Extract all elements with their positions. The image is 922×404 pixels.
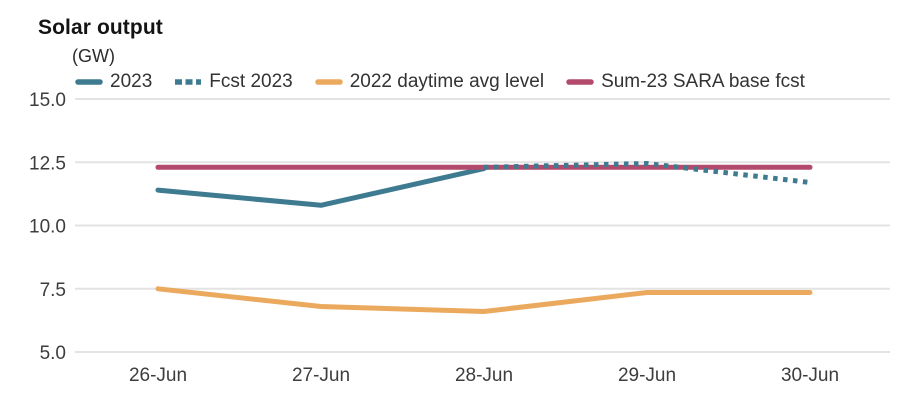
legend-label: Sum-23 SARA base fcst: [601, 71, 805, 92]
y-tick-label: 12.5: [29, 153, 66, 174]
y-tick-label: 10.0: [29, 217, 66, 238]
legend-item-3: 2022 daytime avg level: [314, 71, 545, 93]
legend-swatch: [566, 79, 594, 85]
y-tick-label: 7.5: [40, 280, 66, 301]
chart-legend: 2023 Fcst 2023 2022 daytime avg level Sum-2…: [75, 70, 805, 94]
chart-title: Solar output: [38, 16, 163, 39]
x-tick-label: 29-Jun: [618, 365, 676, 386]
x-tick-label: 28-Jun: [455, 365, 513, 386]
series-line: [155, 286, 813, 314]
series-line: [155, 166, 487, 208]
x-tick-label: 27-Jun: [292, 365, 350, 386]
legend-label: 2023: [110, 71, 153, 92]
y-tick-label: 5.0: [40, 343, 66, 364]
legend-item-1: 2023: [75, 71, 152, 93]
legend-label: Fcst 2023: [209, 71, 293, 92]
chart-unit-label: (GW): [72, 46, 115, 66]
y-tick-label: 15.0: [29, 90, 66, 111]
legend-label: 2022 daytime avg level: [349, 71, 545, 92]
legend-swatch: [75, 79, 103, 85]
legend-swatch: [314, 79, 343, 85]
legend-item-2: Fcst 2023: [174, 71, 293, 93]
legend-item-4: Sum-23 SARA base fcst: [566, 71, 805, 93]
x-tick-label: 30-Jun: [781, 365, 839, 386]
x-tick-label: 26-Jun: [129, 365, 187, 386]
legend-swatch: [175, 79, 202, 85]
series-line: [483, 161, 811, 185]
